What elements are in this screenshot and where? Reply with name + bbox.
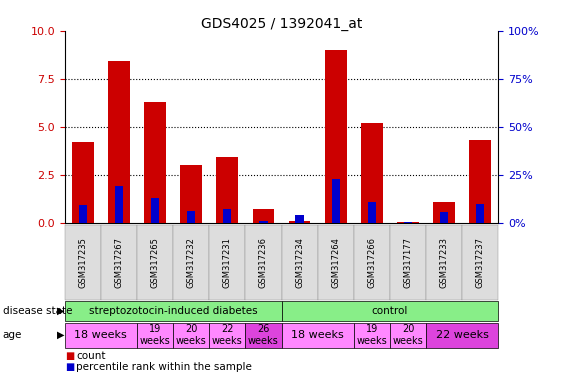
Text: GSM317234: GSM317234 xyxy=(295,237,304,288)
Text: 20
weeks: 20 weeks xyxy=(392,324,423,346)
Bar xyxy=(397,222,419,223)
Text: 20
weeks: 20 weeks xyxy=(176,324,207,346)
Text: GSM317266: GSM317266 xyxy=(367,237,376,288)
Text: count: count xyxy=(76,351,105,361)
Text: GSM317265: GSM317265 xyxy=(150,237,159,288)
Text: ▶: ▶ xyxy=(57,330,65,340)
Text: GSM317237: GSM317237 xyxy=(476,237,485,288)
Bar xyxy=(216,157,238,223)
Bar xyxy=(79,205,87,223)
Bar xyxy=(115,186,123,223)
Text: percentile rank within the sample: percentile rank within the sample xyxy=(76,362,252,372)
Bar xyxy=(108,61,129,223)
Text: GSM317177: GSM317177 xyxy=(404,237,413,288)
Bar xyxy=(476,204,484,223)
Text: 18 weeks: 18 weeks xyxy=(74,330,127,340)
Text: 18 weeks: 18 weeks xyxy=(291,330,344,340)
Text: ■: ■ xyxy=(65,362,74,372)
Text: GSM317236: GSM317236 xyxy=(259,237,268,288)
Text: 26
weeks: 26 weeks xyxy=(248,324,279,346)
Bar xyxy=(180,165,202,223)
Bar xyxy=(151,198,159,223)
Bar xyxy=(144,102,166,223)
Text: GSM317233: GSM317233 xyxy=(440,237,449,288)
Text: GSM317264: GSM317264 xyxy=(331,237,340,288)
Bar xyxy=(253,209,274,223)
Text: GSM317267: GSM317267 xyxy=(114,237,123,288)
Bar xyxy=(260,221,267,223)
Text: ▶: ▶ xyxy=(57,306,65,316)
Text: 19
weeks: 19 weeks xyxy=(356,324,387,346)
Bar xyxy=(368,202,376,223)
Text: 19
weeks: 19 weeks xyxy=(140,324,171,346)
Text: control: control xyxy=(372,306,408,316)
Bar xyxy=(325,50,347,223)
Text: 22 weeks: 22 weeks xyxy=(436,330,489,340)
Bar xyxy=(404,222,412,223)
Text: GDS4025 / 1392041_at: GDS4025 / 1392041_at xyxy=(201,17,362,31)
Text: disease state: disease state xyxy=(3,306,72,316)
Bar xyxy=(72,142,93,223)
Text: GSM317232: GSM317232 xyxy=(187,237,196,288)
Text: ■: ■ xyxy=(65,351,74,361)
Bar xyxy=(223,209,231,223)
Text: GSM317231: GSM317231 xyxy=(223,237,232,288)
Bar xyxy=(332,179,340,223)
Text: GSM317235: GSM317235 xyxy=(78,237,87,288)
Bar xyxy=(470,140,491,223)
Bar xyxy=(187,211,195,223)
Text: streptozotocin-induced diabetes: streptozotocin-induced diabetes xyxy=(89,306,257,316)
Bar xyxy=(361,123,383,223)
Bar xyxy=(296,215,303,223)
Bar xyxy=(434,202,455,223)
Text: 22
weeks: 22 weeks xyxy=(212,324,243,346)
Bar xyxy=(440,212,448,223)
Text: age: age xyxy=(3,330,22,340)
Bar xyxy=(289,221,310,223)
